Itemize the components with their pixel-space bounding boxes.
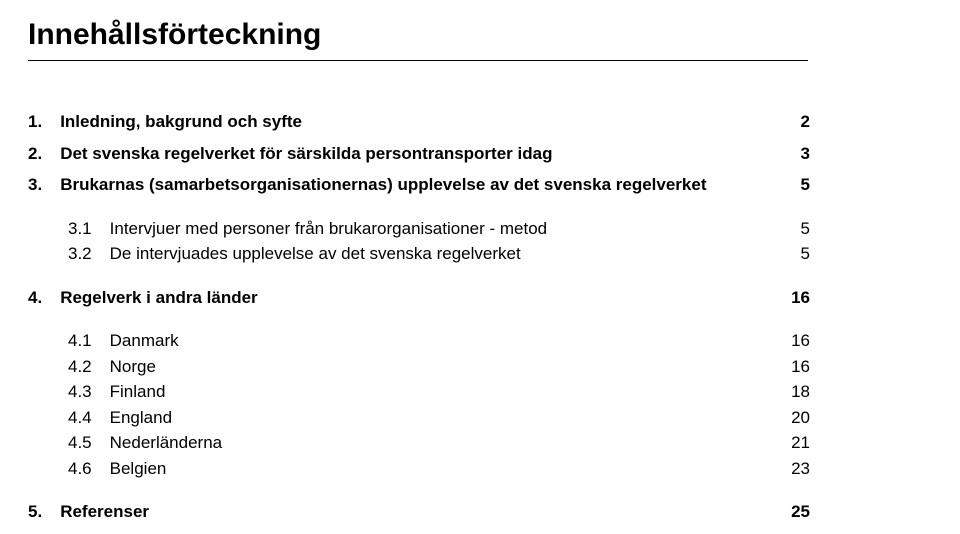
toc-page: 3 [780, 141, 810, 167]
toc-entry-4-1: 4.1 Danmark 16 [28, 328, 810, 354]
toc-label: Intervjuer med personer från brukarorgan… [110, 216, 780, 242]
toc-num: 2. [28, 141, 60, 167]
toc-entry-4-6: 4.6 Belgien 23 [28, 456, 810, 482]
toc-page: 20 [780, 405, 810, 431]
toc-page: 5 [780, 172, 810, 198]
toc-label: Finland [110, 379, 780, 405]
toc-entry-5: 5. Referenser 25 [28, 499, 810, 525]
toc-num: 4. [28, 285, 60, 311]
toc-page: 16 [780, 354, 810, 380]
toc-label: Referenser [60, 499, 780, 525]
toc-entry-4-4: 4.4 England 20 [28, 405, 810, 431]
toc-label: Det svenska regelverket för särskilda pe… [60, 141, 780, 167]
toc-entry-1: 1. Inledning, bakgrund och syfte 2 [28, 109, 810, 135]
toc-page: 18 [780, 379, 810, 405]
toc-num: 3.2 [28, 241, 110, 267]
toc-num: 3.1 [28, 216, 110, 242]
toc-label: Norge [110, 354, 780, 380]
toc-page: 2 [780, 109, 810, 135]
toc-entry-4-3: 4.3 Finland 18 [28, 379, 810, 405]
toc-num: 4.4 [28, 405, 110, 431]
toc-entry-2: 2. Det svenska regelverket för särskilda… [28, 141, 810, 167]
toc-entry-3-1: 3.1 Intervjuer med personer från brukaro… [28, 216, 810, 242]
toc-entry-4: 4. Regelverk i andra länder 16 [28, 285, 810, 311]
toc-label: Regelverk i andra länder [60, 285, 780, 311]
toc-label: Nederländerna [110, 430, 780, 456]
title-rule [28, 60, 808, 61]
toc-page: 16 [780, 328, 810, 354]
toc-page: 16 [780, 285, 810, 311]
toc-label: Inledning, bakgrund och syfte [60, 109, 780, 135]
toc-num: 4.6 [28, 456, 110, 482]
toc-entry-4-5: 4.5 Nederländerna 21 [28, 430, 810, 456]
toc-num: 4.1 [28, 328, 110, 354]
toc-label: Danmark [110, 328, 780, 354]
toc-label: Brukarnas (samarbetsorganisationernas) u… [60, 172, 780, 198]
toc-entry-3-2: 3.2 De intervjuades upplevelse av det sv… [28, 241, 810, 267]
toc-page: 23 [780, 456, 810, 482]
toc-page: 25 [780, 499, 810, 525]
toc-label: England [110, 405, 780, 431]
toc-page: 5 [780, 216, 810, 242]
toc-label: De intervjuades upplevelse av det svensk… [110, 241, 780, 267]
toc-num: 3. [28, 172, 60, 198]
toc-num: 5. [28, 499, 60, 525]
page-title: Innehållsförteckning [28, 18, 810, 52]
toc-num: 4.5 [28, 430, 110, 456]
toc-num: 4.2 [28, 354, 110, 380]
document-page: Innehållsförteckning 1. Inledning, bakgr… [0, 0, 960, 525]
toc-num: 4.3 [28, 379, 110, 405]
toc-num: 1. [28, 109, 60, 135]
toc-entry-3: 3. Brukarnas (samarbetsorganisationernas… [28, 172, 810, 198]
toc-entry-4-2: 4.2 Norge 16 [28, 354, 810, 380]
toc-page: 5 [780, 241, 810, 267]
toc-page: 21 [780, 430, 810, 456]
toc-label: Belgien [110, 456, 780, 482]
table-of-contents: 1. Inledning, bakgrund och syfte 2 2. De… [28, 109, 810, 525]
